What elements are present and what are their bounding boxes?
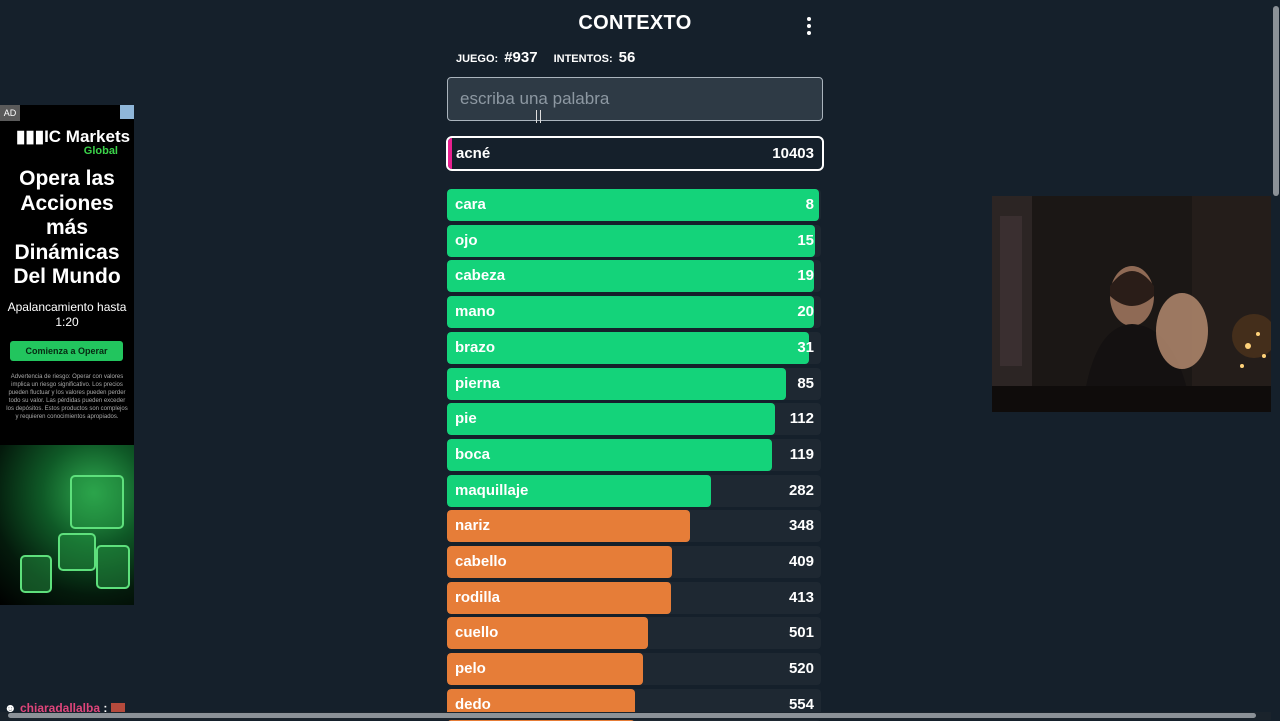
- guess-rank: 8: [805, 196, 814, 213]
- ad-headline: Opera las Acciones más Dinámicas Del Mun…: [13, 167, 121, 288]
- text-cursor-icon: [536, 110, 541, 123]
- guess-word: cabello: [455, 553, 507, 570]
- guess-row: cabeza 19: [447, 260, 821, 292]
- guess-closeness-bar: [447, 332, 809, 364]
- guess-row: rodilla 413: [447, 582, 821, 614]
- guess-rank: 19: [797, 267, 814, 284]
- guess-word: dedo: [455, 696, 491, 713]
- page-title: CONTEXTO: [578, 12, 692, 34]
- ad-logo: ▮▮▮IC Markets: [16, 127, 131, 146]
- current-guess-rank: 10403: [772, 145, 814, 162]
- vertical-scrollbar-track[interactable]: [1271, 0, 1280, 720]
- ad-cta-button[interactable]: Comienza a Operar: [10, 341, 123, 361]
- guess-closeness-bar: [447, 403, 775, 435]
- game-stats: JUEGO: #937 INTENTOS: 56: [456, 49, 645, 66]
- ad-tile: [96, 545, 130, 589]
- guess-closeness-bar: [447, 296, 814, 328]
- guess-closeness-bar: [447, 439, 772, 471]
- ad-tile: [20, 555, 52, 593]
- chat-username: chiaradallalba: [19, 701, 101, 715]
- guess-closeness-bar: [447, 546, 672, 578]
- guess-word: brazo: [455, 339, 496, 356]
- guess-rank: 20: [797, 303, 814, 320]
- guess-rank: 554: [788, 696, 814, 713]
- guess-row: nariz 348: [447, 510, 821, 542]
- guess-word: maquillaje: [455, 482, 529, 499]
- guess-word: rodilla: [455, 589, 501, 606]
- guess-word: boca: [455, 446, 491, 463]
- guess-rank: 348: [788, 517, 814, 534]
- word-input[interactable]: [447, 77, 823, 121]
- ad-disclaimer: Advertencia de riesgo: Operar con valore…: [6, 374, 128, 420]
- guess-word: mano: [455, 303, 496, 320]
- ad-subtext: Apalancamiento hasta 1:20: [7, 300, 127, 329]
- guess-closeness-bar: [447, 225, 815, 257]
- vertical-dots-icon[interactable]: [798, 14, 820, 38]
- guess-closeness-bar: [447, 260, 814, 292]
- guess-rank: 501: [788, 624, 814, 641]
- ad-tile: [58, 533, 96, 571]
- ad-choices-icon[interactable]: [120, 105, 134, 119]
- horizontal-scrollbar-thumb[interactable]: [8, 713, 1256, 718]
- guess-closeness-bar: [447, 617, 648, 649]
- guess-word: pelo: [455, 660, 486, 677]
- guess-row: maquillaje 282: [447, 475, 821, 507]
- webcam-image: [992, 196, 1280, 412]
- guess-closeness-bar: [447, 582, 671, 614]
- guess-closeness-bar: [447, 475, 711, 507]
- guess-rank: 15: [797, 232, 814, 249]
- guess-row: brazo 31: [447, 332, 821, 364]
- webcam-overlay: [992, 196, 1280, 412]
- guess-row: cara 8: [447, 189, 821, 221]
- game-label: JUEGO:: [456, 53, 499, 65]
- guess-rank: 413: [788, 589, 814, 606]
- vertical-scrollbar-thumb[interactable]: [1273, 6, 1279, 196]
- attempts-label: INTENTOS:: [553, 53, 613, 65]
- guess-row: pelo 520: [447, 653, 821, 685]
- guess-rank: 112: [789, 410, 814, 427]
- guess-row: ojo 15: [447, 225, 821, 257]
- ad-badge: AD: [0, 105, 20, 121]
- guess-rank: 119: [789, 446, 814, 463]
- attempts-count: 56: [618, 49, 636, 66]
- ad-tile: [70, 475, 124, 529]
- guess-rank: 282: [788, 482, 814, 499]
- guess-closeness-bar: [447, 368, 786, 400]
- current-guess-word: acné: [456, 145, 491, 162]
- chat-message: ☻ chiaradallalba :: [4, 701, 125, 715]
- guess-rank: 85: [797, 375, 814, 392]
- guess-closeness-bar: [447, 189, 819, 221]
- guess-closeness-bar: [447, 510, 690, 542]
- guess-word: ojo: [455, 232, 478, 249]
- guess-row: cabello 409: [447, 546, 821, 578]
- guess-row: dedo 554: [447, 689, 821, 721]
- game-number: #937: [504, 49, 538, 66]
- guess-word: cabeza: [455, 267, 506, 284]
- current-guess: acné 10403: [446, 136, 824, 171]
- guess-rank: 520: [788, 660, 814, 677]
- guess-row: pierna 85: [447, 368, 821, 400]
- guess-word: cara: [455, 196, 486, 213]
- ad-logo-sub: Global: [83, 145, 118, 157]
- guess-rank: 31: [797, 339, 814, 356]
- guess-row: pie 112: [447, 403, 821, 435]
- guess-word: nariz: [455, 517, 491, 534]
- advertisement[interactable]: AD ▮▮▮IC Markets Global Opera las Accion…: [0, 105, 134, 605]
- guess-row: cuello 501: [447, 617, 821, 649]
- chat-emote-icon: [110, 702, 125, 715]
- guess-row: mano 20: [447, 296, 821, 328]
- guess-row: boca 119: [447, 439, 821, 471]
- guess-word: pierna: [455, 375, 501, 392]
- guess-word: cuello: [455, 624, 499, 641]
- guess-word: pie: [455, 410, 477, 427]
- guess-rank: 409: [788, 553, 814, 570]
- chat-separator: :: [103, 701, 108, 715]
- chat-avatar-icon: ☻: [4, 701, 17, 715]
- guess-closeness-bar: [447, 653, 643, 685]
- ad-logo-text: IC Markets: [44, 127, 131, 146]
- ad-artwork: [0, 445, 134, 605]
